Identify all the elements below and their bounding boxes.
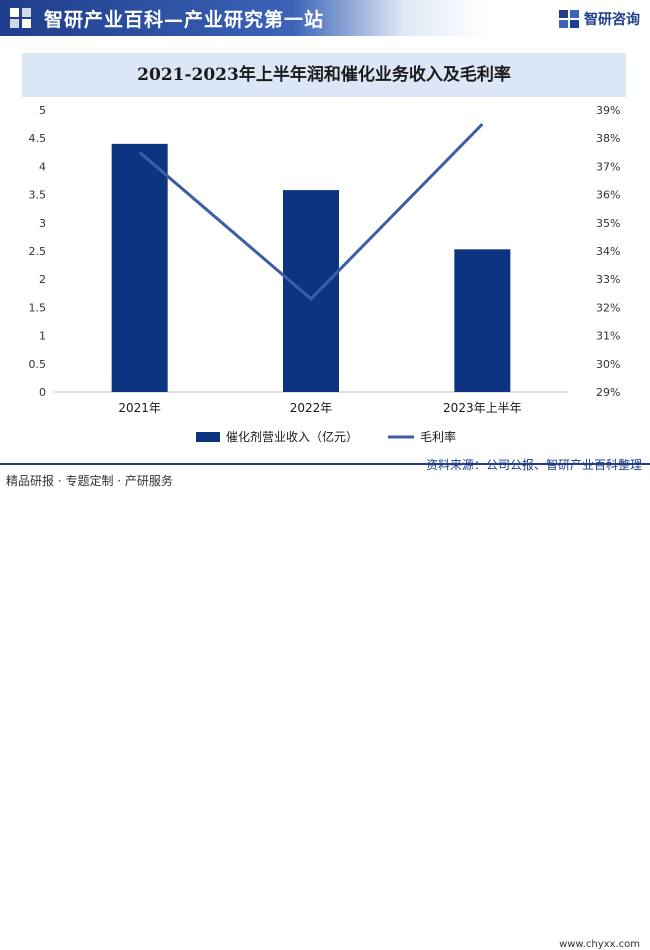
y-left-tick-label: 3.5 <box>29 189 47 202</box>
chart-title: 2021-2023年上半年润和催化业务收入及毛利率 <box>137 65 511 85</box>
bar <box>283 190 339 392</box>
y-right-tick-label: 33% <box>596 273 620 286</box>
footer-divider <box>0 463 650 465</box>
y-right-tick-label: 34% <box>596 245 620 258</box>
y-left-tick-label: 1.5 <box>29 301 47 314</box>
y-right-tick-label: 30% <box>596 358 620 371</box>
bar <box>111 143 168 392</box>
brand[interactable]: 智研咨询 <box>558 8 640 30</box>
legend-bar-swatch[interactable] <box>196 432 220 442</box>
y-right-tick-label: 37% <box>596 160 620 173</box>
y-right-tick-label: 38% <box>596 132 620 145</box>
legend-bar-label[interactable]: 催化剂营业收入（亿元） <box>226 429 358 444</box>
y-left-tick-label: 1 <box>39 330 46 343</box>
y-left-tick-label: 2 <box>39 273 46 286</box>
site-title: 智研产业百科—产业研究第一站 <box>44 9 325 31</box>
chart-title-box: 2021-2023年上半年润和催化业务收入及毛利率 <box>22 53 626 97</box>
brand-name: 智研咨询 <box>584 12 640 28</box>
brand-mark-icon <box>559 10 579 28</box>
footer: 精品研报 · 专题定制 · 产研服务 www.chyxx.com <box>0 463 650 950</box>
x-tick-label: 2022年 <box>290 401 333 415</box>
y-left-tick-label: 4.5 <box>29 132 47 145</box>
y-left-tick-label: 5 <box>39 104 46 117</box>
y-left-tick-label: 0 <box>39 386 46 399</box>
y-right-tick-label: 31% <box>596 330 620 343</box>
y-right-tick-label: 32% <box>596 301 620 314</box>
x-tick-label: 2023年上半年 <box>443 401 522 415</box>
y-right-tick-label: 35% <box>596 217 620 230</box>
x-tick-label: 2021年 <box>118 401 161 415</box>
y-left-tick-label: 4 <box>39 160 46 173</box>
legend-line-label[interactable]: 毛利率 <box>420 429 456 444</box>
y-right-tick-label: 36% <box>596 189 620 202</box>
footer-url: www.chyxx.com <box>559 939 640 950</box>
header-band <box>0 0 650 36</box>
y-left-tick-label: 0.5 <box>29 358 47 371</box>
y-right-tick-label: 29% <box>596 386 620 399</box>
chart: 0 0.5 1 1.5 2 2.5 3 3.5 4 4.5 5 29% 30% 31% 32% 33% 34% 3… <box>29 104 621 444</box>
y-left-tick-label: 3 <box>39 217 46 230</box>
header-banner: 智研产业百科—产业研究第一站 智研咨询 <box>0 0 650 36</box>
footer-services: 精品研报 · 专题定制 · 产研服务 <box>6 474 173 488</box>
bar <box>454 249 511 392</box>
margin-line <box>138 123 484 301</box>
y-left-tick-label: 2.5 <box>29 245 47 258</box>
y-right-tick-label: 39% <box>596 104 620 117</box>
source-note: 资料来源：公司公报、智研产业百科整理 <box>425 458 642 472</box>
brand-logo-icon <box>10 8 31 28</box>
